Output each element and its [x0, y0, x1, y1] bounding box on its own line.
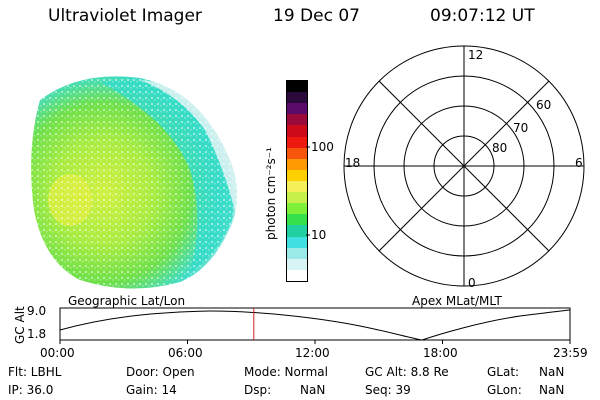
color-bar-segment [287, 236, 307, 248]
color-bar-segment [287, 114, 307, 126]
color-bar-segment [287, 247, 307, 259]
geographic-label: Geographic Lat/Lon [68, 294, 186, 308]
status-dsp-label: Dsp: [244, 383, 272, 397]
mlt-label-18: 18 [345, 156, 361, 170]
mlt-label-12: 12 [468, 48, 484, 62]
alt-plot-xtick-1: 06:00 [168, 346, 203, 360]
alt-plot-frame [59, 307, 571, 341]
alt-plot-xtick-2: 12:00 [295, 346, 330, 360]
earth-uv-image [31, 76, 238, 289]
color-bar-segment [287, 203, 307, 215]
color-bar-segment [287, 81, 307, 93]
status-filter: Flt: LBHL [8, 365, 62, 379]
mlt-label-0: 0 [468, 276, 476, 290]
alt-plot-xtick-3: 18:00 [423, 346, 458, 360]
status-door: Door: Open [126, 365, 195, 379]
status-gc-alt: GC Alt: 8.8 Re [365, 365, 449, 379]
color-bar-segment [287, 147, 307, 159]
status-glon-value: NaN [539, 383, 565, 397]
color-bar-segment [287, 158, 307, 170]
alt-plot-xtick-0: 00:00 [40, 346, 75, 360]
color-bar-segment [287, 169, 307, 181]
color-bar-segment [287, 136, 307, 148]
alt-plot-curve [59, 309, 571, 341]
status-gain: Gain: 14 [126, 383, 177, 397]
status-ip: IP: 36.0 [8, 383, 54, 397]
color-bar-segment [287, 269, 307, 281]
color-bar-segment [287, 214, 307, 226]
mlt-label-6: 6 [575, 156, 583, 170]
color-bar-segment [287, 192, 307, 204]
color-bar-tick-100: 100 [311, 140, 334, 154]
status-glat-label: GLat: [487, 365, 520, 379]
polar-diagonal-2 [378, 80, 550, 252]
alt-plot-xtick-4: 23:59 [553, 346, 588, 360]
color-bar-segment [287, 103, 307, 115]
mlat-label-70: 70 [513, 121, 529, 135]
status-seq: Seq: 39 [365, 383, 411, 397]
time-label: 09:07:12 UT [430, 6, 535, 26]
color-bar-segment [287, 180, 307, 193]
color-bar [286, 80, 308, 282]
mlat-label-60: 60 [536, 98, 552, 112]
apex-label: Apex MLat/MLT [412, 294, 502, 308]
status-glat-value: NaN [539, 365, 565, 379]
alt-plot-ytick-top: 9.0 [27, 304, 47, 318]
color-bar-segment [287, 225, 307, 237]
color-bar-segment [287, 92, 307, 104]
status-glon-label: GLon: [487, 383, 522, 397]
color-bar-tick-10: 10 [311, 228, 327, 242]
color-bar-segment [287, 258, 307, 270]
alt-plot-xticks [59, 340, 571, 344]
color-bar-segment [287, 125, 307, 137]
status-mode: Mode: Normal [244, 365, 328, 379]
status-dsp-value: NaN [300, 383, 326, 397]
alt-plot-ytick-bottom: 1.8 [27, 327, 47, 341]
mlat-label-80: 80 [492, 141, 508, 155]
instrument-title: Ultraviolet Imager [48, 6, 202, 26]
date-label: 19 Dec 07 [273, 6, 360, 26]
